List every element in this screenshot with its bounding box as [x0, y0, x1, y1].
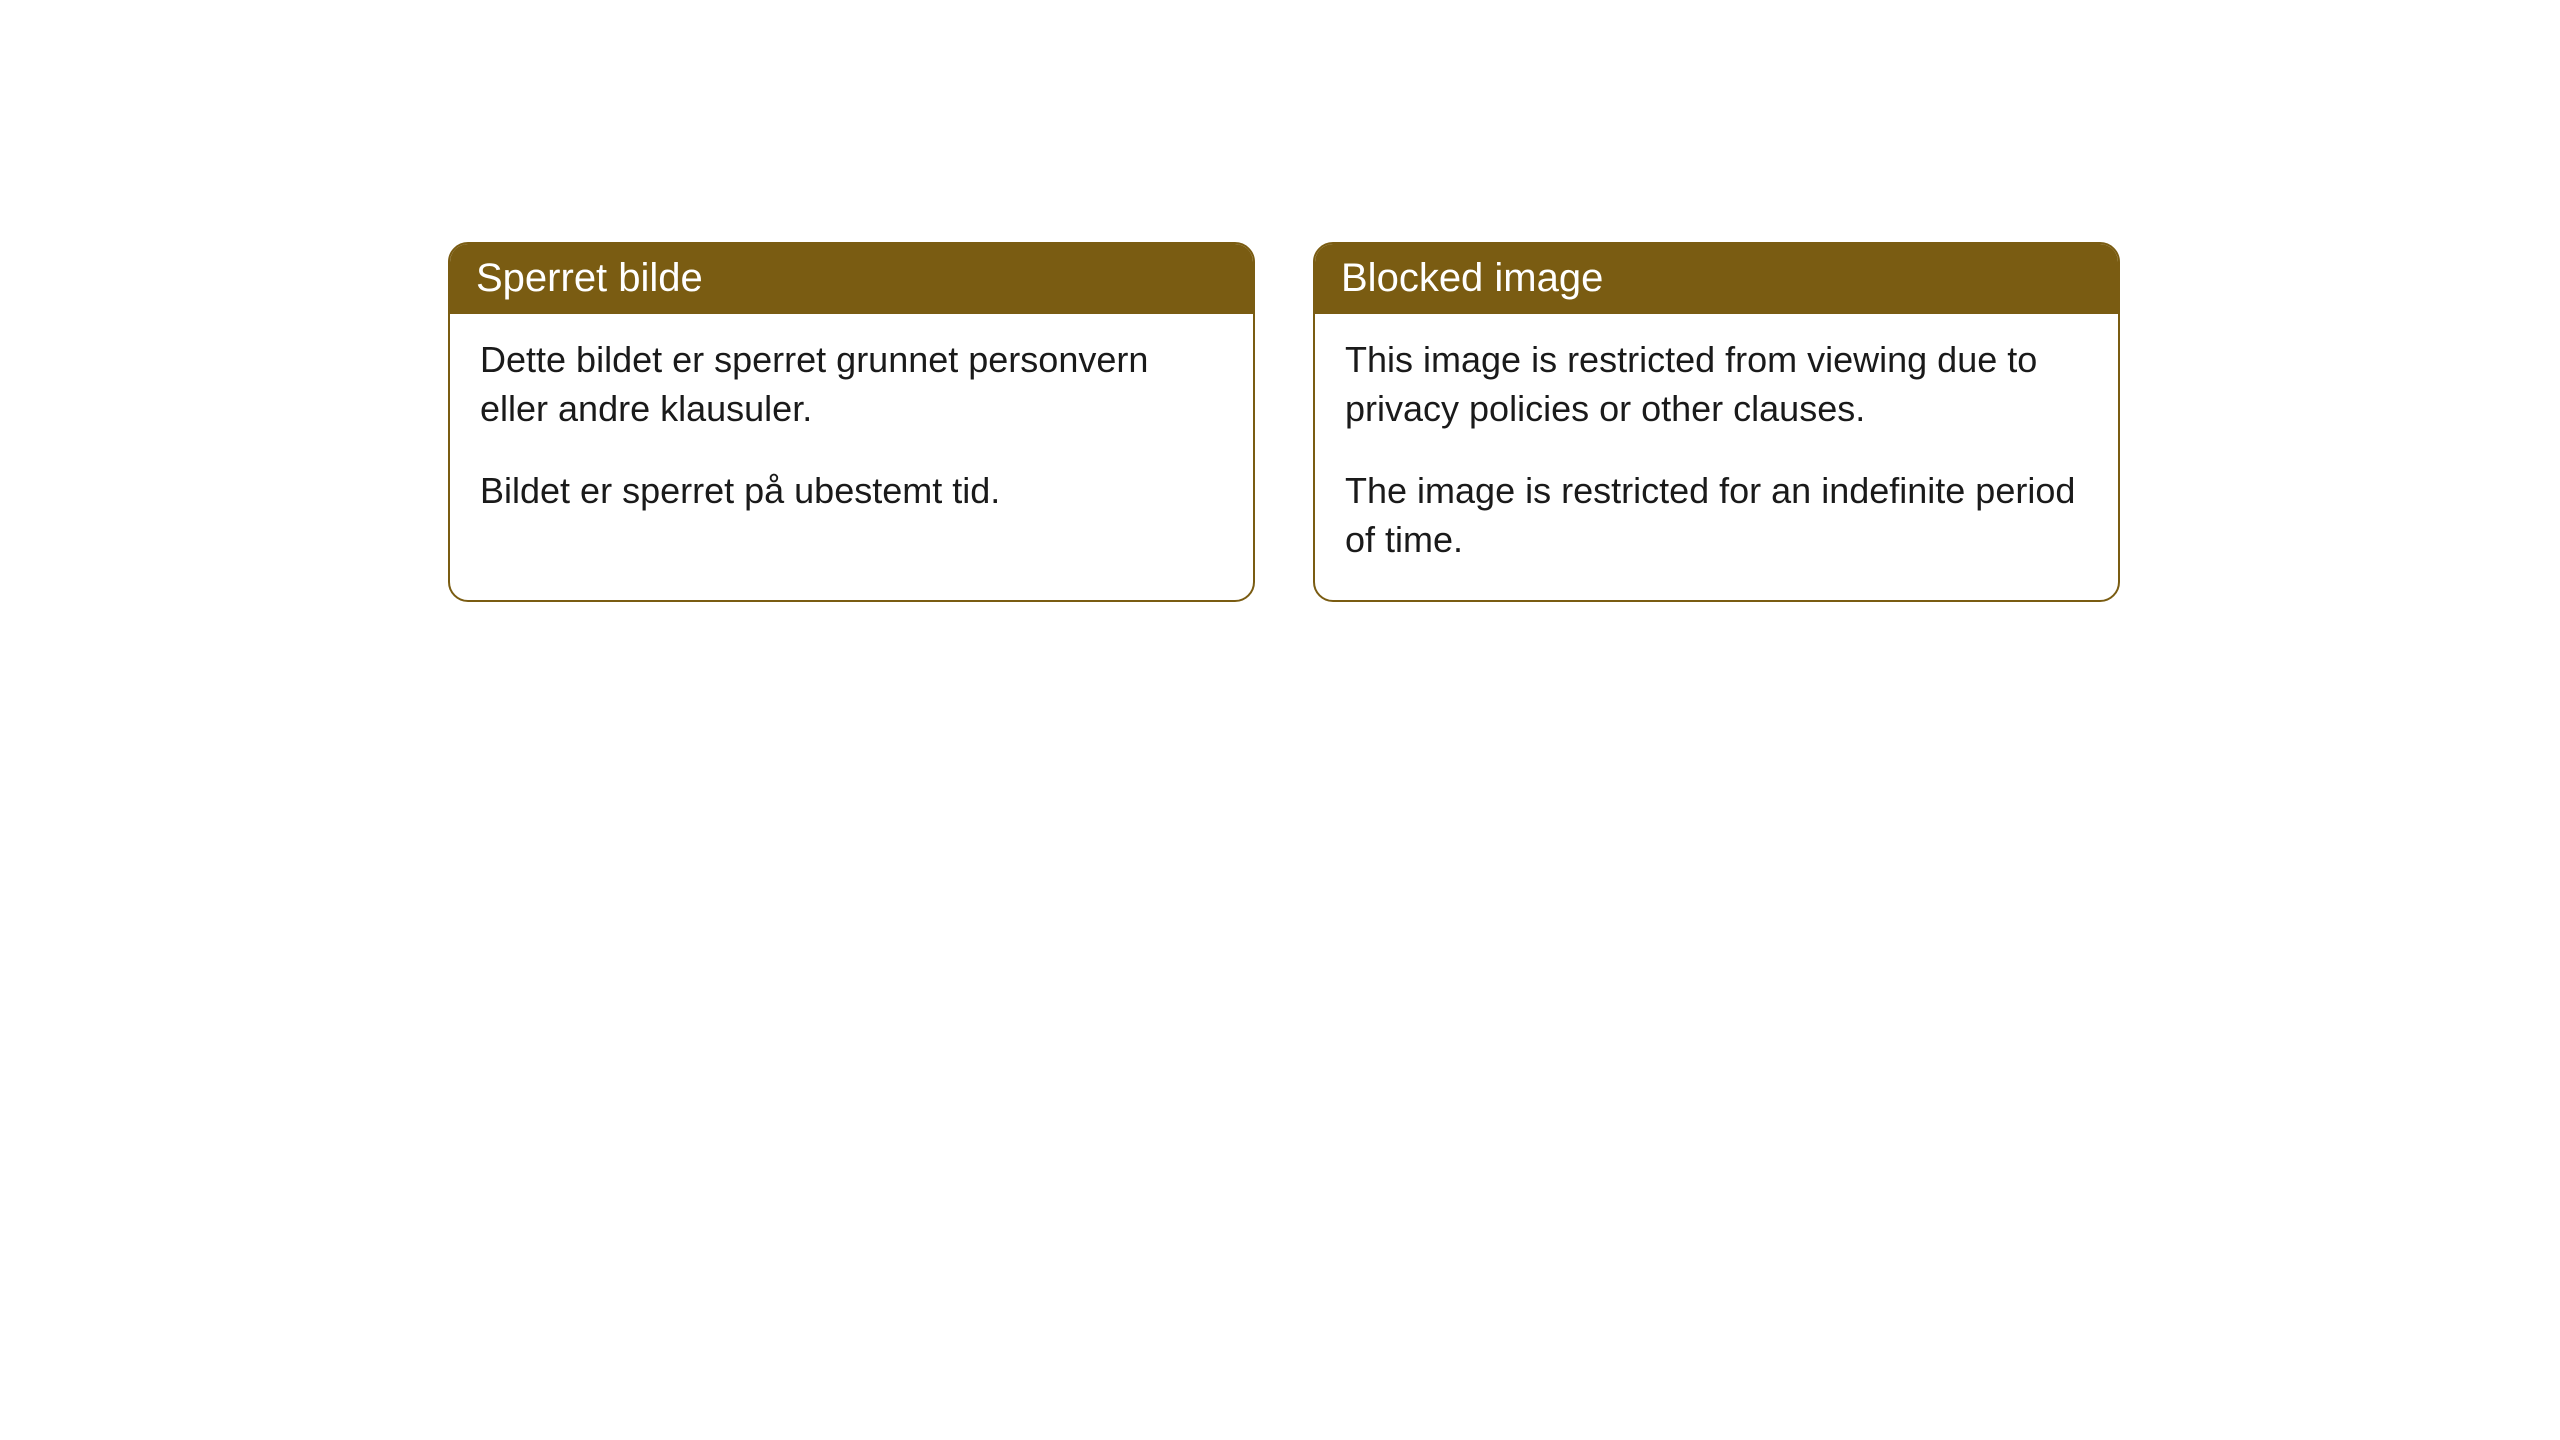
- card-paragraph-1: Dette bildet er sperret grunnet personve…: [480, 336, 1223, 433]
- card-body: Dette bildet er sperret grunnet personve…: [450, 314, 1253, 552]
- card-title: Blocked image: [1341, 256, 1603, 300]
- blocked-image-card-norwegian: Sperret bilde Dette bildet er sperret gr…: [448, 242, 1255, 602]
- blocked-image-card-english: Blocked image This image is restricted f…: [1313, 242, 2120, 602]
- card-title: Sperret bilde: [476, 256, 703, 300]
- card-paragraph-2: The image is restricted for an indefinit…: [1345, 467, 2088, 564]
- card-header: Blocked image: [1315, 244, 2118, 314]
- cards-container: Sperret bilde Dette bildet er sperret gr…: [448, 242, 2120, 602]
- card-paragraph-1: This image is restricted from viewing du…: [1345, 336, 2088, 433]
- card-header: Sperret bilde: [450, 244, 1253, 314]
- card-paragraph-2: Bildet er sperret på ubestemt tid.: [480, 467, 1223, 516]
- card-body: This image is restricted from viewing du…: [1315, 314, 2118, 600]
